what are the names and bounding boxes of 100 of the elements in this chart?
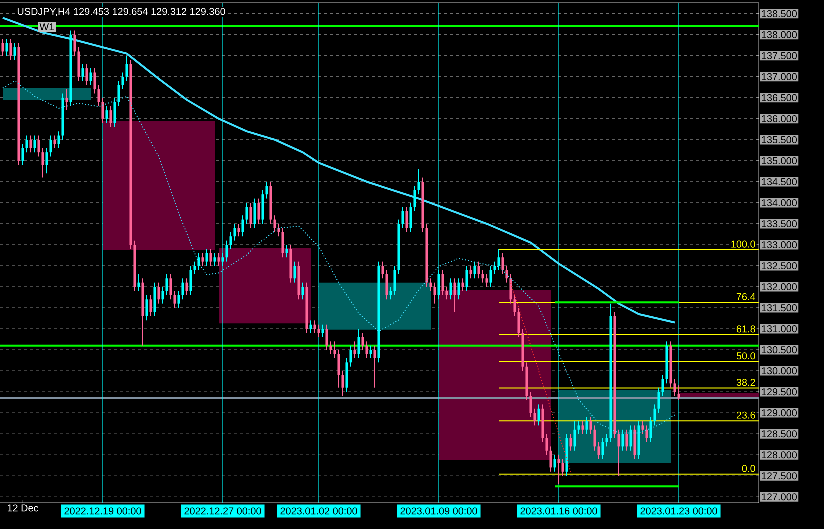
candlestick <box>230 232 232 250</box>
candlestick <box>326 324 328 351</box>
candlestick <box>646 425 648 443</box>
candlestick <box>374 345 376 388</box>
y-tick-label: 137.000 <box>762 73 798 80</box>
candlestick <box>414 186 416 212</box>
candlestick <box>358 328 360 359</box>
candlestick <box>210 248 212 267</box>
candlestick <box>602 438 604 460</box>
candlestick <box>462 278 464 292</box>
candlestick <box>86 64 88 86</box>
y-tick-label: 134.000 <box>762 199 798 207</box>
x-tick-label: 2023.01.02 00:00 <box>280 508 358 515</box>
candlestick <box>334 341 336 359</box>
candlestick <box>562 458 564 477</box>
candlestick <box>606 434 608 448</box>
candlestick <box>454 278 456 313</box>
candlestick <box>386 270 388 300</box>
candlestick <box>58 131 60 149</box>
y-tick-label: 127.000 <box>762 494 798 501</box>
candlestick <box>350 345 352 368</box>
candlestick <box>174 290 176 309</box>
series-label: 61.8 <box>736 326 756 333</box>
y-tick-label: 128.000 <box>762 452 798 459</box>
candlestick <box>534 408 536 426</box>
y-tick-label: 137.500 <box>762 52 798 60</box>
y-tick-label: 134.500 <box>762 178 798 186</box>
candlestick <box>34 135 36 154</box>
candlestick <box>170 274 172 300</box>
y-tick-label: 133.500 <box>762 220 798 228</box>
candlestick <box>654 404 656 426</box>
candlestick <box>202 252 204 267</box>
x-tick-label: 2022.12.27 00:00 <box>184 508 262 515</box>
candlestick <box>50 135 52 158</box>
candlestick <box>114 97 116 128</box>
candlestick <box>22 144 24 166</box>
candlestick <box>122 72 124 90</box>
candlestick <box>166 274 168 296</box>
candlestick <box>194 261 196 275</box>
candlestick <box>442 270 444 296</box>
candlestick <box>106 106 108 124</box>
candlestick <box>434 282 436 304</box>
candlestick <box>74 30 76 56</box>
y-tick-label: 135.000 <box>762 157 798 165</box>
candlestick <box>14 42 16 61</box>
candlestick <box>94 68 96 94</box>
candlestick <box>150 294 152 317</box>
candlestick <box>250 202 252 229</box>
candlestick <box>410 202 412 233</box>
candlestick <box>314 320 316 334</box>
y-tick-label: 136.500 <box>762 94 798 102</box>
candlestick <box>282 228 284 258</box>
annotation: W1 <box>40 24 54 31</box>
candlestick <box>342 370 344 397</box>
candlestick <box>102 97 104 124</box>
candlestick <box>586 416 588 435</box>
candlestick <box>590 416 592 435</box>
candlestick <box>430 278 432 292</box>
candlestick <box>450 278 452 300</box>
candlestick <box>258 198 260 225</box>
candlestick <box>382 261 384 280</box>
candlestick <box>146 294 148 322</box>
candlestick <box>178 290 180 309</box>
candlestick <box>486 274 488 288</box>
candlestick <box>418 168 420 196</box>
y-tick-label: 138.000 <box>762 31 798 38</box>
candlestick <box>234 224 236 242</box>
y-tick-label: 127.500 <box>762 472 798 480</box>
y-tick-label: 129.500 <box>762 388 798 396</box>
candlestick <box>502 252 504 275</box>
candlestick <box>218 252 220 267</box>
candlestick <box>546 434 548 456</box>
candlestick <box>630 425 632 452</box>
candlestick <box>678 385 680 400</box>
candlestick <box>506 266 508 284</box>
y-tick-label: 135.500 <box>762 136 798 144</box>
candlestick <box>674 378 676 397</box>
chart-title: USDJPY,H4 129.453 129.654 129.312 129.360 <box>18 8 226 16</box>
candlestick <box>294 261 296 284</box>
series-label: 50.0 <box>736 352 756 360</box>
candlestick <box>338 350 340 388</box>
candlestick <box>322 324 324 338</box>
candlestick <box>42 148 44 178</box>
series-label: 100.0 <box>732 240 756 248</box>
candlestick <box>30 135 32 154</box>
candlestick <box>558 454 560 486</box>
candlestick <box>118 80 120 107</box>
x-tick-label: 2022.12.19 00:00 <box>64 508 142 515</box>
candlestick <box>242 215 244 238</box>
y-tick-label: 131.500 <box>762 304 798 312</box>
candlestick <box>458 278 460 300</box>
candlestick <box>266 181 268 200</box>
candlestick <box>286 244 288 258</box>
candlestick <box>550 446 552 472</box>
candlestick <box>658 387 660 414</box>
candlestick <box>490 266 492 288</box>
candlestick <box>370 345 372 359</box>
candlestick <box>98 84 100 107</box>
x-tick-label: 2023.01.09 00:00 <box>400 508 478 515</box>
candlestick <box>310 320 312 334</box>
